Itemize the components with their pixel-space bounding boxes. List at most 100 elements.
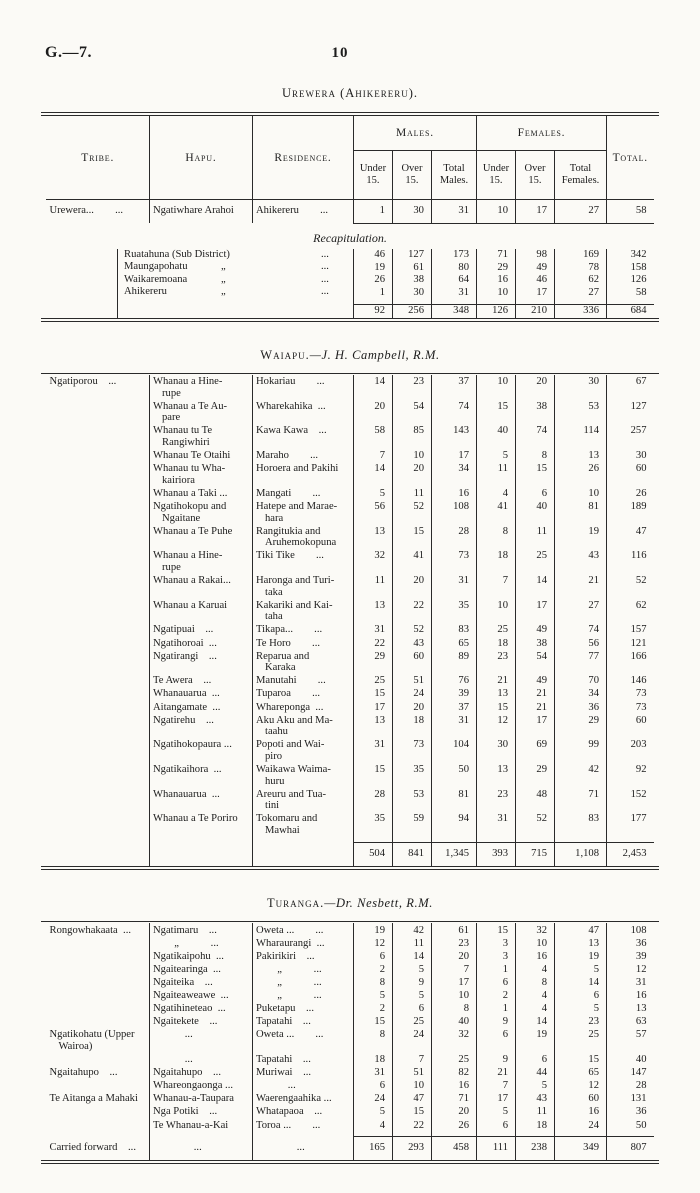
hapu-cell: Whanau a Rakai... [149,573,253,599]
hapu-cell: Ngaiteaweawe ... [149,988,253,1002]
males-over15-cell: 54 [392,399,432,424]
tribe-cell [47,424,150,449]
total-males-cell: 26 [431,1118,477,1132]
total-females-cell: 83 [554,811,607,837]
total-females-cell: 5 [554,1001,607,1015]
hapu-cell: Whanau a Karuai [149,598,253,623]
tribe-cell [47,449,150,462]
total-females-cell: 19 [554,524,607,549]
residence-cell: Puketapu ... [252,1001,354,1015]
females-over15-cell: 17 [515,286,555,299]
total-males-cell: 82 [431,1065,477,1079]
males-over15-cell: 51 [392,1065,432,1079]
females-over15-cell: 4 [515,1001,555,1015]
males-under15-cell: 2 [353,962,393,976]
tribe-cell [47,812,150,837]
hapu-cell: Whanau-a-Taupara [149,1091,253,1105]
hapu-cell: ... [149,1027,253,1053]
females-under15-total: 126 [476,303,516,318]
total-males-cell: 81 [431,787,477,812]
females-over15-cell: 11 [515,524,555,549]
females-under15-cell: 10 [476,374,516,400]
urewera-table: Tribe. Hapu. Residence. Males. Females. … [46,116,654,224]
total-males-cell: 37 [431,374,477,400]
males-over15-total: 293 [392,1136,432,1160]
females-over15-cell: 18 [515,1118,555,1132]
district-name: Ahikereru [124,286,167,298]
females-under15-cell: 31 [476,811,516,837]
total-females-cell: 78 [554,261,607,274]
total-cell: 36 [606,936,654,950]
males-under15-cell: 28 [353,787,393,812]
total-males-cell: 143 [431,423,477,449]
turanga-table: Rongowhakaata ... Ngatimaru ... Oweta ..… [47,923,654,1160]
table-row: Ngaitearinga ... „ ... 2 5 7 1 4 5 12 [47,962,654,976]
tribe-cell [47,636,150,649]
hapu-cell: Whanau a Te Puhe [149,524,253,549]
males-over15-cell: 5 [392,962,432,976]
total-females-cell: 71 [554,787,607,812]
males-over15-cell: 30 [392,286,432,299]
residence-cell: Wharekahika ... [252,399,354,424]
total-males-cell: 28 [431,524,477,549]
total-females-cell: 60 [554,1091,607,1105]
residence-cell: Muriwai ... [252,1065,354,1079]
hapu-cell: Ngaiteika ... [149,975,253,989]
district-cell: Maungapohatu „ ... [117,261,354,274]
males-under15-cell: 31 [353,622,393,637]
females-under15-cell: 11 [476,461,516,487]
residence-cell: „ ... [252,962,354,976]
hapu-cell: Whareongaonga ... [149,1078,253,1092]
females-over15-cell: 6 [515,1052,555,1066]
total-cell: 73 [606,686,654,700]
table-row: Whanau a Te Puhe Rangitukia and Aruhemok… [47,524,654,549]
tribe-cell [47,399,150,424]
total-females-cell: 65 [554,1065,607,1079]
males-under15-cell: 5 [353,1104,393,1119]
residence-cell: Whatapaoa ... [252,1104,354,1119]
recapitulation-table: Ruatahuna (Sub District) ... 46 127 173 … [47,248,654,318]
spacer-cell [47,274,118,287]
hapu-cell: Ngaitekete ... [149,1014,253,1028]
females-under15-cell: 7 [476,573,516,599]
females-over15-cell: 17 [515,713,555,738]
females-under15-cell: 21 [476,1065,516,1079]
total-females-cell: 5 [554,962,607,976]
total-males-cell: 71 [431,1091,477,1105]
total-females-cell: 99 [554,737,607,763]
ditto-mark: „ [221,286,226,298]
tribe-cell: Ngatiporou ... [49,376,117,388]
females-under15-cell: 23 [476,787,516,812]
total-males-cell: 31 [430,199,477,224]
females-over15-cell: 25 [515,548,555,574]
total-females-cell: 25 [554,1027,607,1053]
females-over15-cell: 17 [515,598,555,623]
total-males-cell: 89 [431,649,477,674]
spacer-row [47,836,654,843]
females-over15-cell: 54 [515,649,555,674]
females-over15-cell: 4 [515,962,555,976]
tribe-cell [47,738,150,763]
females-under15-cell: 6 [476,1027,516,1053]
females-over15-cell: 17 [514,199,555,224]
total-males-cell: 35 [431,598,477,623]
hapu-cell: Whanauarua ... [149,686,253,700]
table-row: Whanau a Te Poriro Tokomaru and Mawhai 3… [47,811,654,837]
females-under15-cell: 9 [476,1014,516,1028]
table-row: Ngatihoroai ... Te Horo ... 22 43 65 18 … [47,636,654,650]
total-cell: 50 [606,1118,654,1132]
males-under15-cell: 15 [353,1014,393,1028]
males-under15-cell: 8 [353,1027,393,1053]
tribe-cell [47,549,150,574]
males-under15-total: 165 [353,1136,393,1160]
officer-name: —J. H. Campbell, R.M. [309,347,440,362]
females-over15-cell: 20 [515,374,555,400]
total-cell: 31 [606,975,654,989]
males-under15-cell: 15 [353,762,393,788]
females-over15-cell: 32 [515,923,555,937]
table-bottom-rule [41,1159,659,1164]
total-cell: 57 [606,1027,654,1053]
total-males-cell: 108 [431,499,477,525]
tribe-cell [47,713,150,738]
district-name: Maungapohatu [124,261,188,273]
